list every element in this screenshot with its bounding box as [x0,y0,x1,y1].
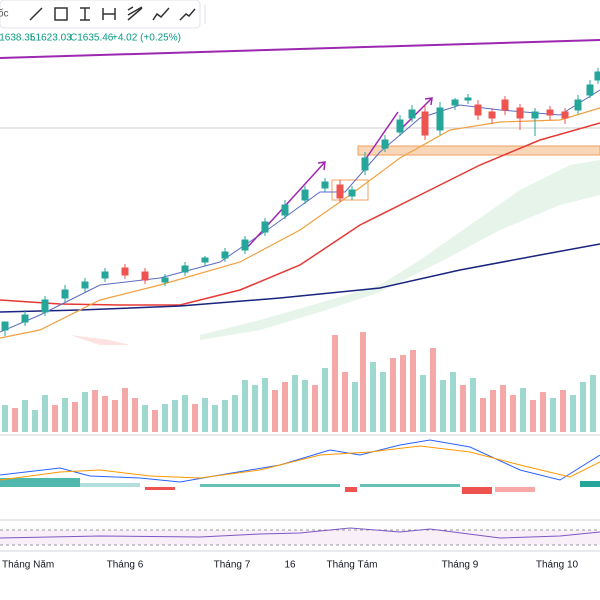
x-label: Tháng 6 [107,560,144,571]
highlight-box [331,179,369,201]
x-label: Tháng 10 [536,560,579,571]
x-label: 16 [284,560,296,571]
ma-red [0,122,600,306]
volume-bars [2,332,596,432]
x-label: Tháng 7 [214,560,251,571]
arrows [244,97,433,251]
signal-line [0,445,600,481]
macd-histogram [0,478,600,494]
cloud-red [70,335,130,345]
cloud [200,160,600,340]
macd-line [0,439,600,483]
rsi-line [0,527,600,539]
legend-close: C1635.46 [70,33,114,44]
ma-blue [0,89,600,333]
ohlc-legend: H1638.35 L1623.03 C1635.46 +4.02 (+0.25%… [0,33,181,44]
trend-line [0,39,600,59]
legend-change: +4.02 (+0.25%) [112,33,181,44]
x-label: Tháng 9 [442,560,479,571]
legend-low: L1623.03 [30,33,72,44]
rsi-band [0,530,600,545]
ma-navy [0,243,600,313]
candles [1,68,600,336]
x-label: Tháng Tám [327,560,378,571]
zone-box [357,145,600,156]
toolbar [0,0,201,29]
toolbar-icons[interactable] [29,6,196,21]
symbol-fragment: ốc [0,8,9,20]
time-axis: Tháng Năm Tháng 6 Tháng 7 16 Tháng Tám T… [2,560,579,571]
x-label: Tháng Năm [2,560,54,571]
ma-orange [0,107,600,339]
legend-high: H1638.35 [0,33,36,44]
